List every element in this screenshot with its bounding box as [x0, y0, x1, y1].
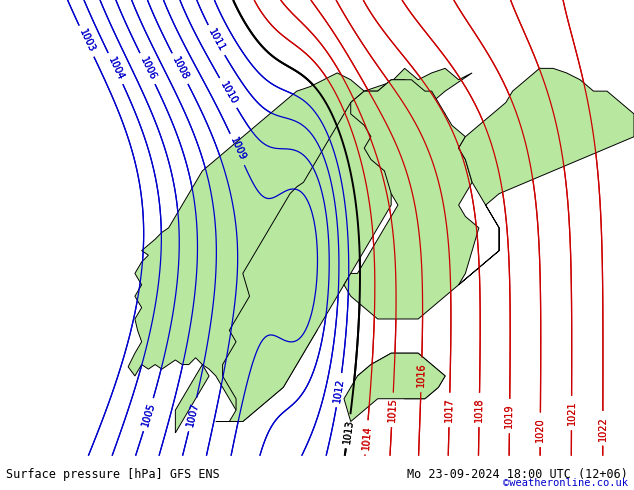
Text: 1018: 1018 [474, 398, 484, 422]
Text: 1007: 1007 [185, 401, 200, 428]
Text: 1013: 1013 [342, 418, 355, 444]
Text: 1013: 1013 [342, 418, 355, 444]
Text: 1020: 1020 [535, 417, 545, 442]
Text: 1017: 1017 [444, 397, 455, 422]
Text: 1021: 1021 [566, 401, 576, 425]
Text: 1005: 1005 [140, 401, 157, 428]
Polygon shape [128, 68, 472, 421]
Text: ©weatheronline.co.uk: ©weatheronline.co.uk [503, 478, 628, 488]
Text: Surface pressure [hPa] GFS ENS: Surface pressure [hPa] GFS ENS [6, 467, 220, 481]
Text: 1020: 1020 [535, 417, 545, 442]
Polygon shape [216, 80, 425, 421]
Text: 1021: 1021 [566, 401, 576, 425]
Text: 1003: 1003 [77, 28, 96, 54]
Polygon shape [344, 80, 479, 319]
Polygon shape [344, 353, 445, 421]
Text: Mo 23-09-2024 18:00 UTC (12+06): Mo 23-09-2024 18:00 UTC (12+06) [407, 467, 628, 481]
Text: 1012: 1012 [332, 377, 346, 403]
Text: 1015: 1015 [387, 397, 398, 422]
Text: 1010: 1010 [217, 80, 238, 106]
Text: 1003: 1003 [77, 28, 96, 54]
Text: 1019: 1019 [505, 404, 515, 428]
Text: 1022: 1022 [598, 416, 608, 441]
Text: 1011: 1011 [206, 27, 226, 53]
Text: 1004: 1004 [106, 55, 126, 82]
Text: 1008: 1008 [170, 55, 190, 82]
Text: 1008: 1008 [170, 55, 190, 82]
Text: 1014: 1014 [361, 425, 373, 450]
Text: 1012: 1012 [332, 377, 346, 403]
Text: 1007: 1007 [185, 401, 200, 428]
Polygon shape [358, 353, 445, 399]
Text: 1006: 1006 [138, 55, 157, 82]
Text: 1005: 1005 [140, 401, 157, 428]
Text: 1011: 1011 [206, 27, 226, 53]
Text: 1017: 1017 [444, 397, 455, 422]
Text: 1014: 1014 [361, 425, 373, 450]
Text: 1009: 1009 [228, 136, 247, 163]
Text: 1015: 1015 [387, 397, 398, 422]
Text: 1004: 1004 [106, 55, 126, 82]
Text: 1019: 1019 [505, 404, 515, 428]
Polygon shape [458, 68, 634, 285]
Text: 1006: 1006 [138, 55, 157, 82]
Text: 1009: 1009 [228, 136, 247, 163]
Text: 1016: 1016 [416, 363, 427, 387]
Text: 1016: 1016 [416, 363, 427, 387]
Text: 1010: 1010 [217, 80, 238, 106]
Polygon shape [176, 365, 209, 433]
Text: 1018: 1018 [474, 398, 484, 422]
Text: 1022: 1022 [598, 416, 608, 441]
